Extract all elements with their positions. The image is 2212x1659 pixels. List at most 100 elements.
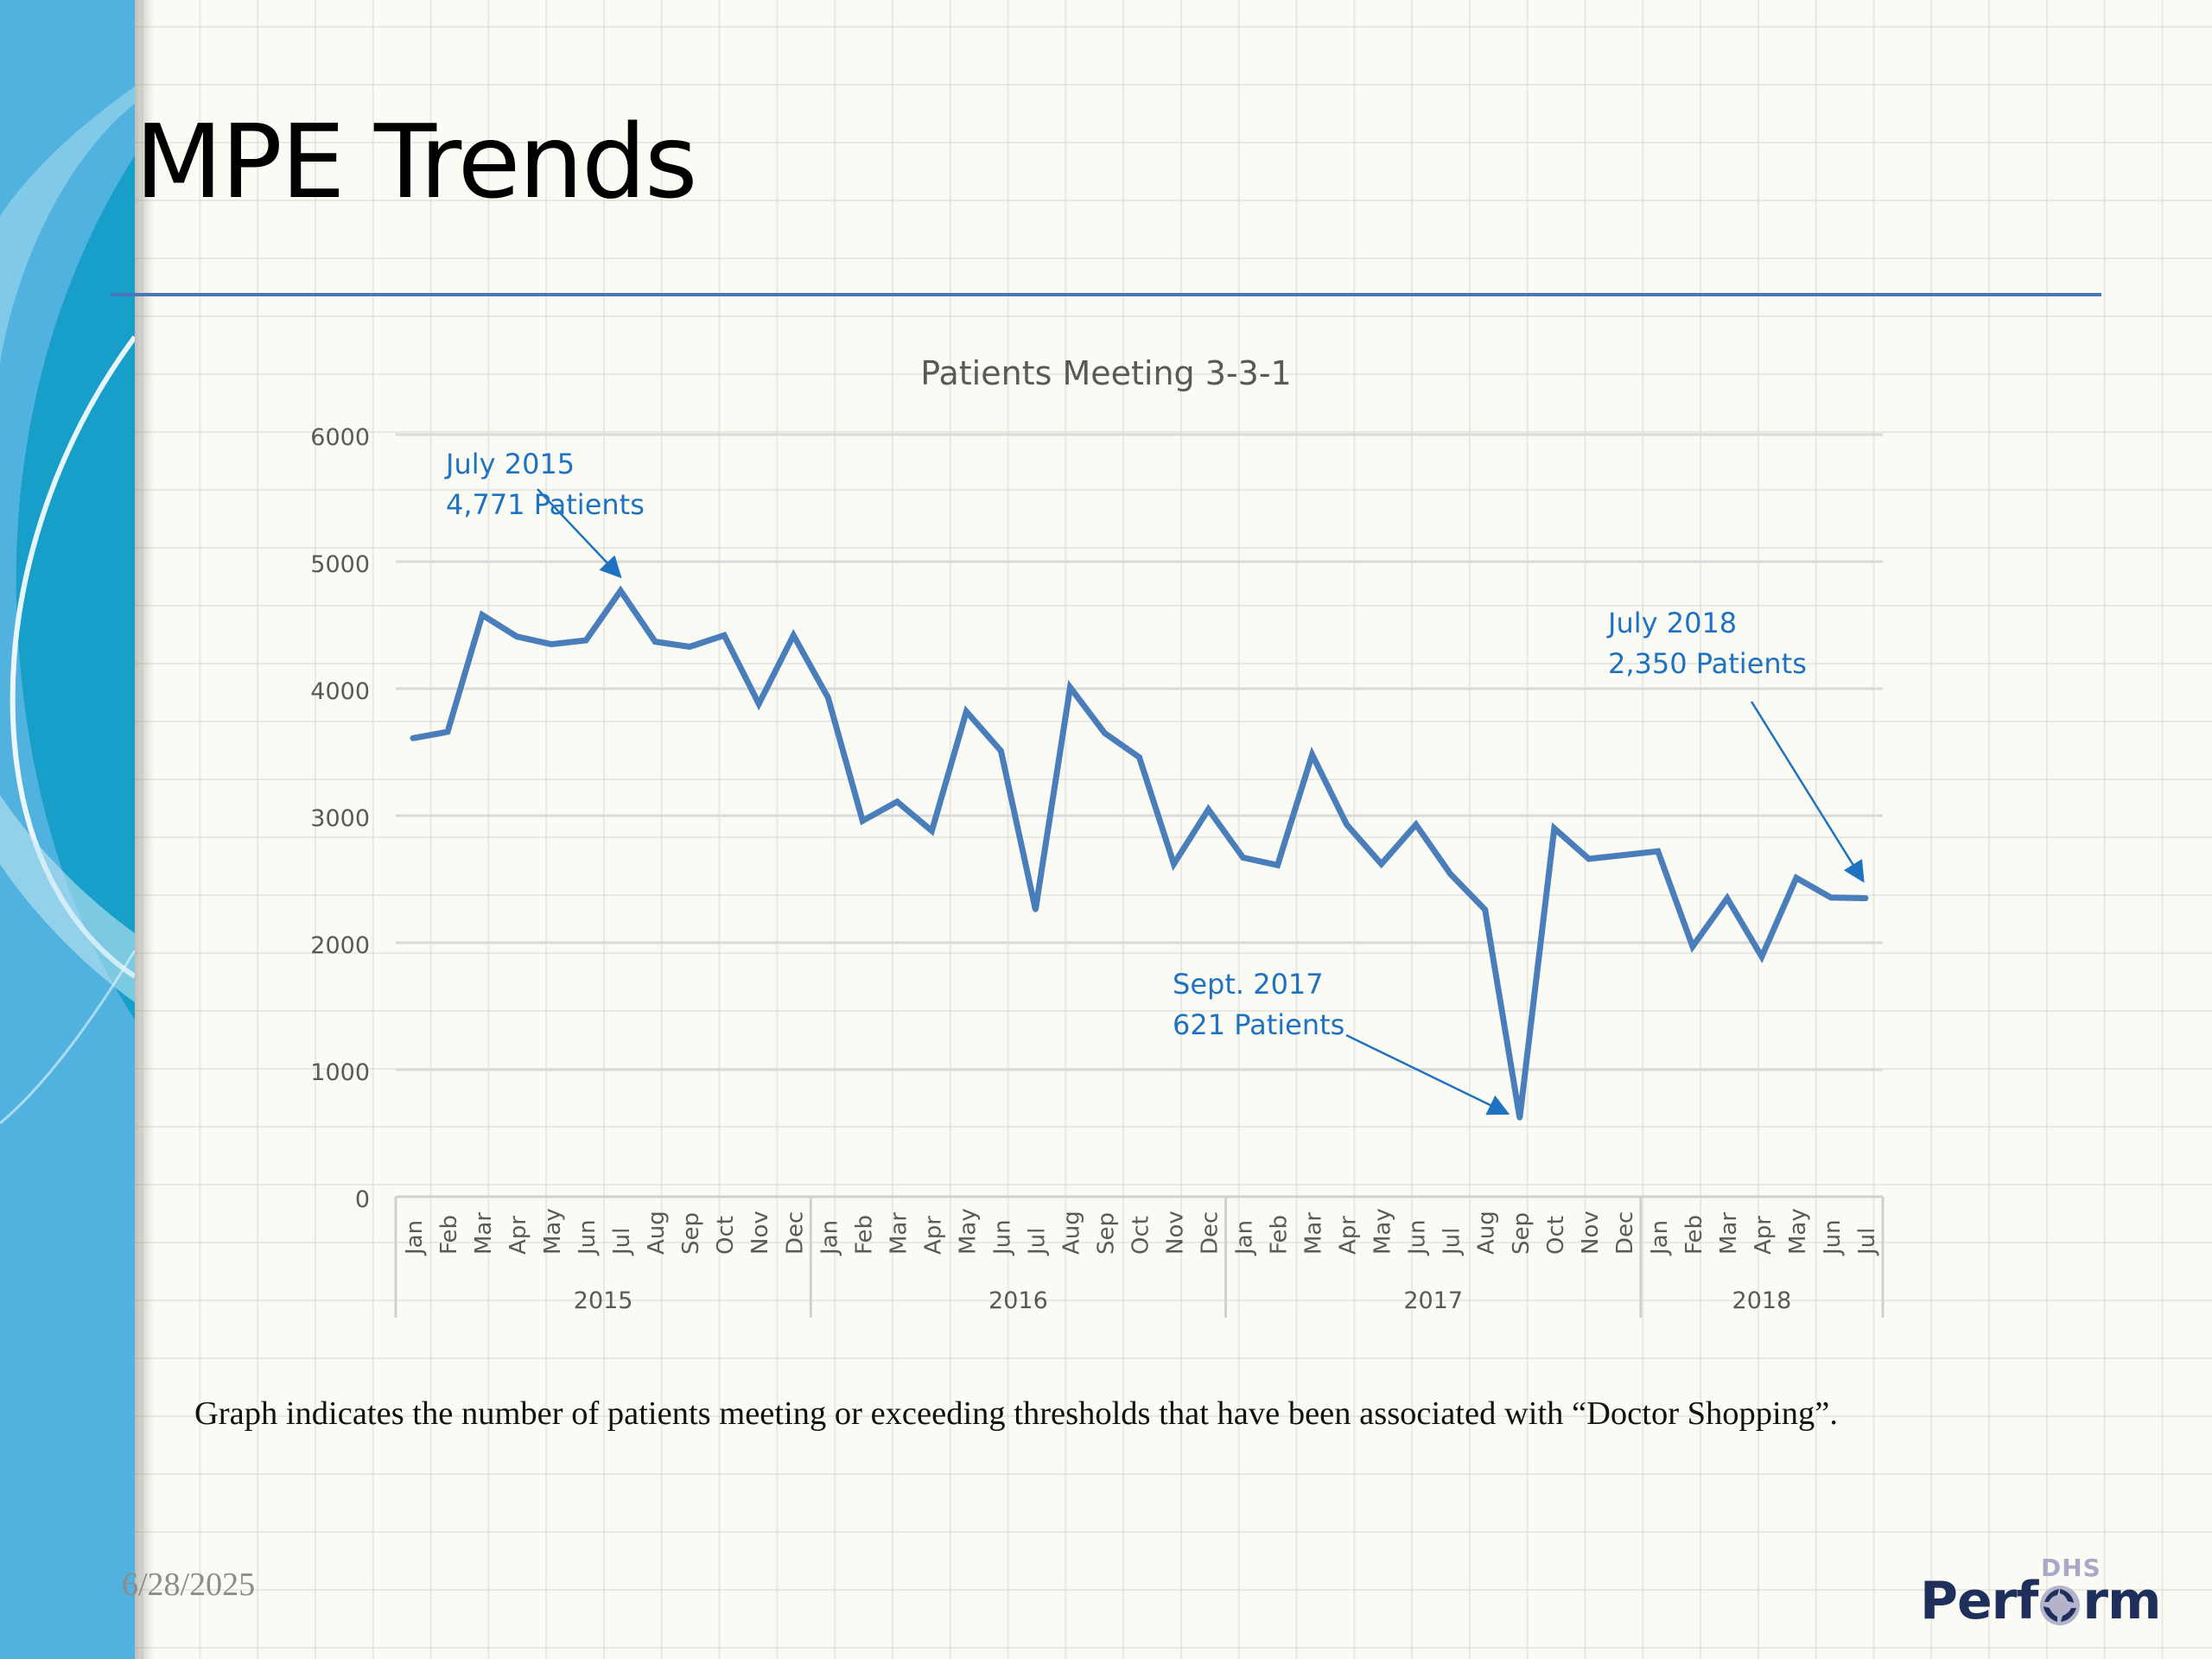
- x-month-label: May: [540, 1208, 566, 1255]
- data-point: [1586, 855, 1592, 861]
- dhs-perform-logo: DHS Perf rm: [1920, 1547, 2162, 1633]
- x-month-label: Jul: [1440, 1228, 1465, 1256]
- data-point: [1862, 895, 1868, 901]
- data-point: [1793, 875, 1799, 881]
- data-point: [618, 588, 624, 594]
- x-month-label: Jun: [1820, 1219, 1846, 1256]
- annotation-text: Sept. 2017: [1173, 968, 1324, 1001]
- x-year-label: 2017: [1403, 1287, 1463, 1314]
- x-month-label: Sep: [1509, 1212, 1535, 1255]
- data-point: [860, 817, 866, 823]
- data-point: [1309, 752, 1315, 758]
- annotation-text: July 2018: [1606, 607, 1737, 639]
- data-point: [1378, 861, 1384, 867]
- x-month-label: May: [1370, 1208, 1396, 1255]
- data-point: [963, 709, 969, 715]
- left-decorative-panel: [0, 0, 135, 1659]
- data-point: [825, 695, 831, 701]
- x-year-label: 2016: [988, 1287, 1048, 1314]
- gridlines: [396, 433, 1883, 1071]
- logo-wordmark: Perf rm: [1920, 1571, 2161, 1631]
- x-month-label: Nov: [1163, 1211, 1189, 1255]
- x-month-label: Aug: [1058, 1211, 1084, 1255]
- chart-caption: Graph indicates the number of patients m…: [194, 1395, 1838, 1432]
- x-year-label: 2015: [574, 1287, 633, 1314]
- data-point: [1655, 849, 1661, 855]
- annotation-arrow: [1345, 1033, 1510, 1116]
- logo-word-left: Perf: [1920, 1571, 2038, 1631]
- x-month-label: Feb: [436, 1215, 462, 1255]
- x-month-label: Feb: [1267, 1215, 1293, 1255]
- data-point: [410, 735, 416, 741]
- x-month-label: Nov: [1578, 1211, 1604, 1255]
- data-point: [1136, 754, 1142, 760]
- data-point: [1724, 895, 1730, 901]
- x-month-label: Mar: [1716, 1212, 1742, 1255]
- x-month-label: Dec: [1198, 1211, 1224, 1255]
- x-year-label: 2018: [1732, 1287, 1792, 1314]
- data-point: [549, 641, 555, 647]
- x-month-label: Apr: [920, 1216, 946, 1255]
- data-point: [1551, 825, 1557, 831]
- x-month-label: Dec: [782, 1211, 808, 1255]
- data-point: [583, 638, 589, 644]
- data-point: [1274, 862, 1281, 868]
- x-month-label: Jan: [817, 1220, 842, 1256]
- data-point: [721, 632, 728, 639]
- data-point: [1447, 871, 1453, 877]
- x-month-label: Nov: [747, 1211, 773, 1255]
- x-month-label: Aug: [644, 1211, 670, 1255]
- annotations: July 2015 4,771 Patients Sept. 2017 621 Pat…: [444, 448, 1865, 1116]
- x-month-label: Oct: [1128, 1216, 1154, 1255]
- x-month-label: May: [1785, 1208, 1811, 1255]
- annotation-text: July 2015: [444, 448, 575, 480]
- title-divider: [111, 293, 2101, 296]
- data-point: [1033, 906, 1039, 912]
- x-month-label: Mar: [1301, 1212, 1327, 1255]
- x-month-label: Oct: [713, 1216, 739, 1255]
- footer-date: 6/28/2025: [122, 1567, 256, 1603]
- y-tick-label: 4000: [310, 678, 370, 705]
- data-point: [791, 632, 797, 639]
- data-point: [1344, 822, 1350, 828]
- x-month-label: Jul: [1854, 1228, 1880, 1256]
- data-point: [1102, 730, 1108, 736]
- data-point: [998, 748, 1004, 754]
- data-point: [1689, 944, 1695, 950]
- panel-shadow: [135, 0, 154, 1659]
- data-point: [1620, 852, 1626, 858]
- y-tick-label: 0: [355, 1186, 370, 1213]
- x-month-label: Feb: [851, 1215, 877, 1255]
- y-axis-ticks: 0 1000 2000 3000 4000 5000 6000: [310, 424, 370, 1213]
- data-point: [1240, 855, 1246, 861]
- wave-decoration-icon: [0, 0, 135, 1659]
- y-tick-label: 1000: [310, 1059, 370, 1086]
- x-month-label: Jul: [609, 1228, 635, 1256]
- x-month-label: Apr: [505, 1216, 531, 1255]
- x-month-label: Jun: [575, 1219, 601, 1256]
- data-point: [929, 828, 935, 834]
- data-point: [445, 728, 451, 734]
- x-month-label: Mar: [471, 1212, 497, 1255]
- x-month-label: Jan: [402, 1220, 428, 1256]
- x-month-label: May: [955, 1208, 981, 1255]
- x-month-label: Apr: [1751, 1216, 1777, 1255]
- x-month-label: Mar: [886, 1212, 912, 1255]
- y-tick-label: 3000: [310, 805, 370, 832]
- x-month-label: Sep: [1093, 1212, 1119, 1255]
- annotation-arrow: [537, 488, 622, 579]
- annotation-arrow: [1750, 701, 1865, 883]
- x-month-label: Feb: [1681, 1215, 1707, 1255]
- data-point: [1482, 906, 1488, 912]
- data-point: [1067, 684, 1073, 690]
- y-tick-label: 2000: [310, 932, 370, 959]
- chart-title: Patients Meeting 3-3-1: [920, 354, 1291, 392]
- data-point: [1171, 861, 1177, 867]
- data-point: [1413, 822, 1419, 828]
- swirl-o-icon: [2038, 1580, 2082, 1625]
- x-month-label: Jan: [1647, 1220, 1673, 1256]
- data-point: [1205, 806, 1211, 812]
- data-point: [1827, 894, 1834, 900]
- x-axis: Jan Feb Mar Apr May Jun Jul Aug Sep Oct Nov Dec 2015…: [394, 1195, 1885, 1318]
